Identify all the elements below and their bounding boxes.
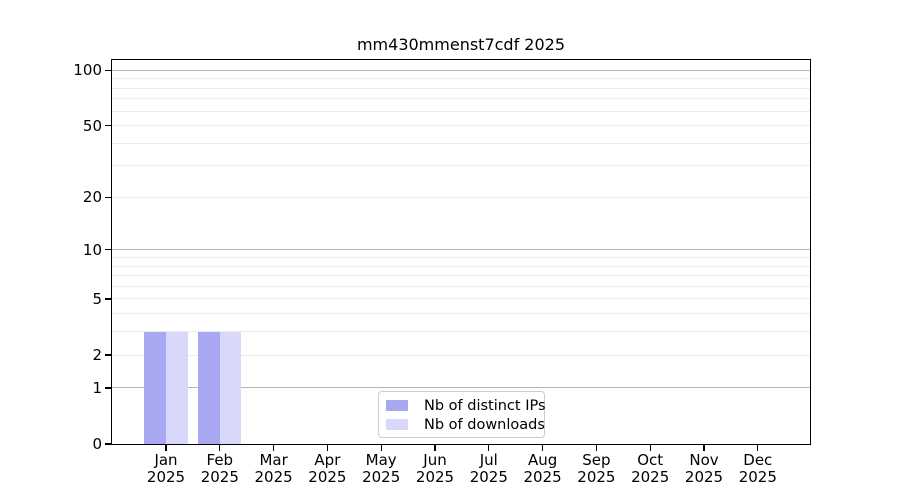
- y-tick-mark: [105, 124, 112, 127]
- gridline-minor: [112, 331, 810, 333]
- x-tick-label: Oct 2025: [631, 451, 670, 486]
- x-tick-label: Dec 2025: [738, 451, 777, 486]
- gridline-minor: [112, 125, 810, 127]
- x-tick-mark: [488, 444, 490, 451]
- x-tick-label: Apr 2025: [308, 451, 347, 486]
- gridline-minor: [112, 313, 810, 315]
- y-tick-label: 10: [82, 240, 102, 259]
- x-tick-mark: [541, 444, 544, 451]
- y-tick-mark: [105, 387, 112, 389]
- x-tick-mark: [219, 444, 221, 451]
- chart-title: mm430mmenst7cdf 2025: [356, 35, 566, 54]
- gridline-minor: [112, 98, 810, 100]
- y-tick-mark: [105, 249, 112, 251]
- legend-label-distinct-ips: Nb of distinct IPs: [424, 397, 546, 414]
- x-tick-mark: [595, 444, 598, 451]
- gridline-minor: [112, 110, 810, 112]
- y-tick-label: 1: [92, 378, 102, 397]
- y-tick-label: 100: [73, 61, 102, 80]
- gridline-minor: [112, 165, 810, 167]
- bar-nb-of-distinct-ips-feb: [198, 331, 220, 444]
- bar-nb-of-downloads-feb: [219, 331, 242, 444]
- y-tick-mark: [105, 69, 112, 71]
- legend-item-distinct-ips: Nb of distinct IPs: [386, 396, 546, 415]
- gridline-minor: [112, 78, 810, 80]
- y-tick-mark: [105, 196, 112, 199]
- y-tick-mark: [105, 443, 112, 445]
- bar-nb-of-distinct-ips-jan: [144, 331, 166, 444]
- gridline-major: [112, 387, 810, 389]
- x-tick-mark: [272, 444, 275, 451]
- x-tick-label: Nov 2025: [684, 451, 724, 486]
- legend-item-downloads: Nb of downloads: [386, 415, 545, 434]
- x-tick-mark: [380, 444, 382, 451]
- gridline-minor: [112, 265, 810, 267]
- y-tick-mark: [105, 354, 112, 356]
- x-tick-label: Mar 2025: [254, 451, 293, 486]
- bar-nb-of-downloads-jan: [166, 331, 188, 444]
- y-tick-label: 0: [92, 435, 102, 453]
- x-tick-mark: [703, 444, 705, 451]
- x-tick-label: Feb 2025: [200, 451, 239, 486]
- gridline-minor: [112, 87, 810, 89]
- y-tick-mark: [105, 298, 112, 300]
- gridline-minor: [112, 354, 810, 356]
- x-tick-label: Jan 2025: [146, 451, 186, 486]
- gridline-minor: [112, 298, 810, 300]
- x-tick-mark: [165, 444, 167, 451]
- legend-swatch-distinct-ips: [386, 400, 408, 411]
- y-tick-label: 20: [82, 188, 102, 207]
- gridline-minor: [112, 275, 810, 277]
- legend-swatch-downloads: [386, 419, 408, 430]
- gridline-major: [112, 249, 810, 251]
- gridline-minor: [112, 196, 810, 198]
- x-tick-mark: [649, 444, 651, 451]
- x-tick-label: May 2025: [362, 451, 401, 486]
- x-tick-label: Jun 2025: [415, 451, 455, 486]
- x-tick-mark: [434, 444, 436, 451]
- x-tick-label: Jul 2025: [469, 451, 508, 486]
- gridline-minor: [112, 257, 810, 259]
- legend-label-downloads: Nb of downloads: [424, 416, 545, 433]
- gridline-major: [112, 69, 810, 71]
- y-tick-label: 50: [82, 116, 102, 135]
- gridline-minor: [112, 285, 810, 287]
- x-tick-mark: [326, 444, 329, 451]
- x-tick-label: Sep 2025: [577, 451, 616, 486]
- x-tick-label: Aug 2025: [523, 451, 562, 486]
- x-tick-mark: [757, 444, 759, 451]
- gridline-minor: [112, 142, 810, 144]
- y-tick-label: 2: [92, 346, 102, 365]
- y-tick-label: 5: [92, 289, 102, 308]
- legend: Nb of distinct IPs Nb of downloads: [378, 391, 546, 438]
